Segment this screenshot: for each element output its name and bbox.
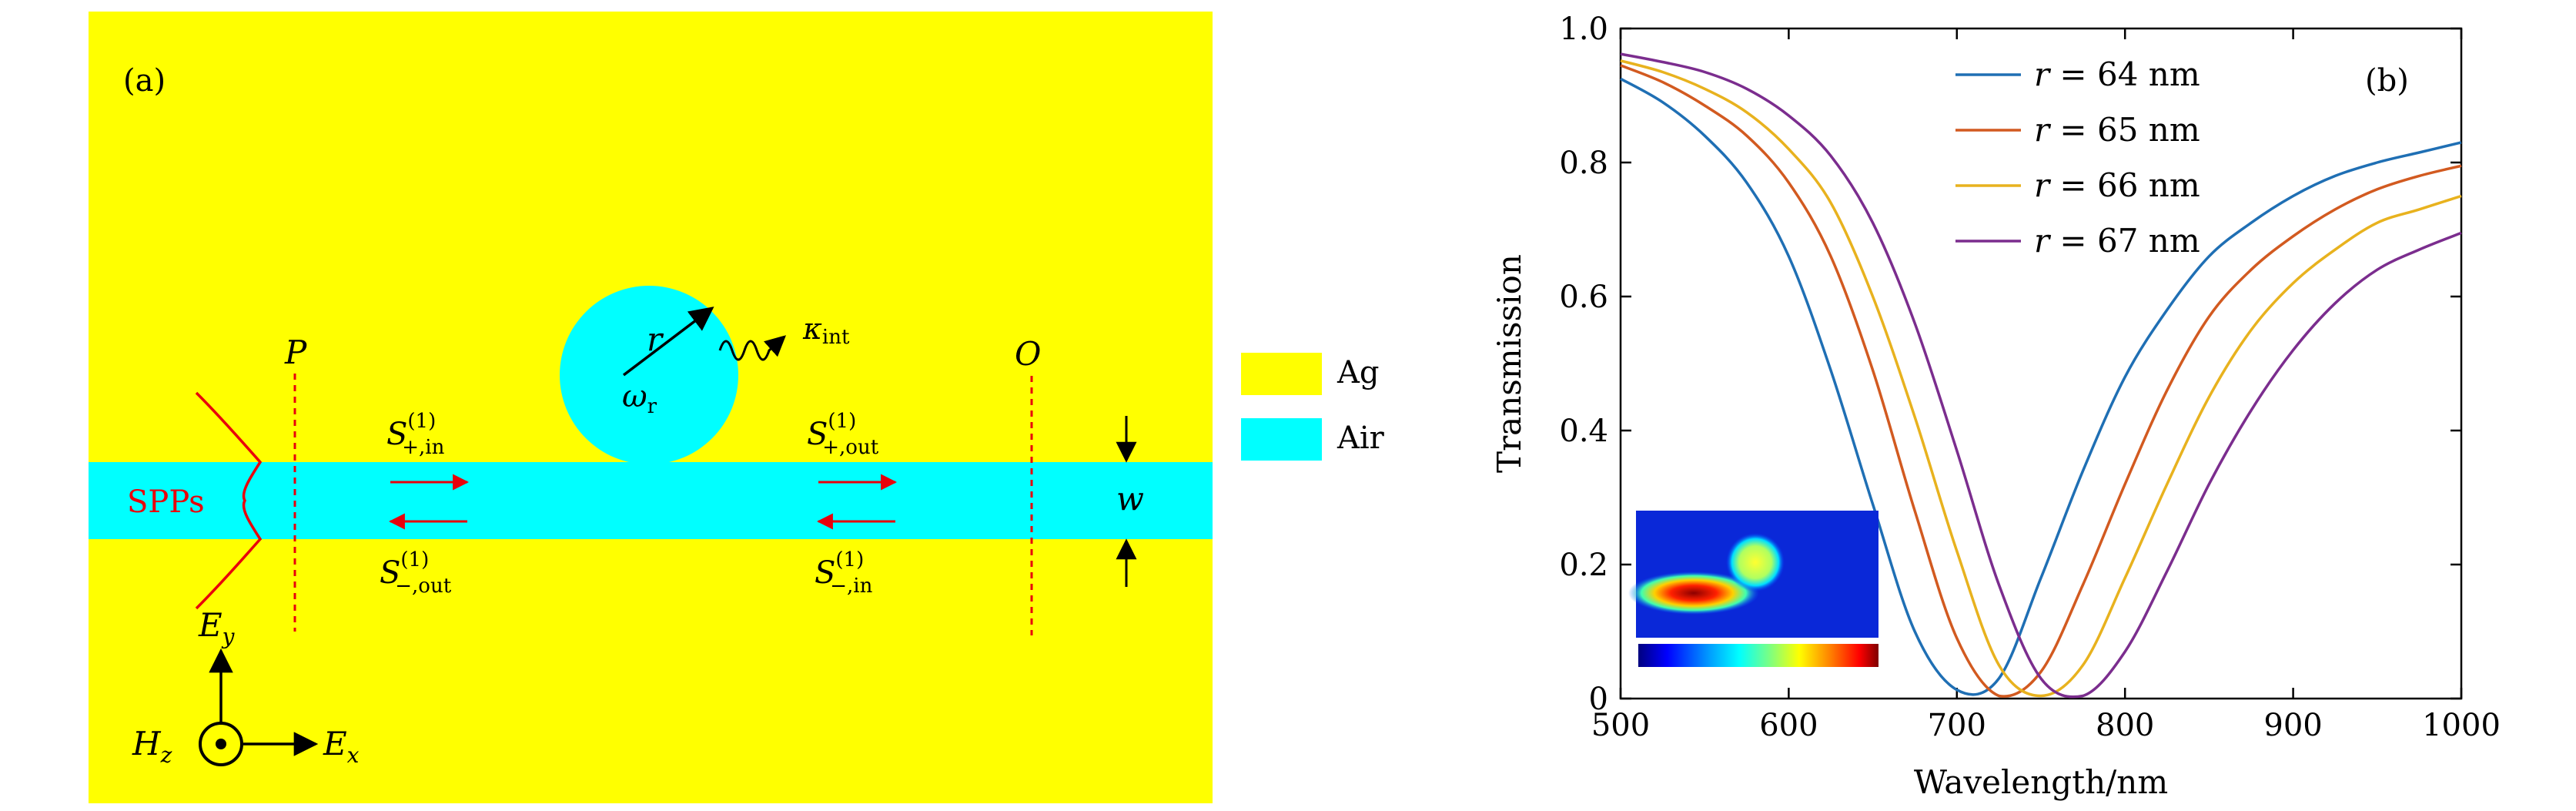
kappa-label: κint (802, 312, 850, 349)
series-line-3 (1620, 59, 2462, 698)
inset-hotspot (1628, 571, 1759, 615)
x-tick-label: 900 (2263, 708, 2322, 743)
legend-label-4: r = 67 nm (2034, 222, 2200, 260)
x-tick-label: 500 (1591, 708, 1650, 743)
x-tick-label: 700 (1928, 708, 1986, 743)
air-waveguide (89, 462, 1213, 539)
x-tick-label: 800 (2096, 708, 2154, 743)
legend-air-label: Air (1337, 421, 1385, 456)
panel-b-label: (b) (2365, 63, 2409, 99)
inset-field-map (1628, 511, 1878, 667)
plot-frame (1619, 27, 2463, 700)
x-tick-label: 1000 (2422, 708, 2501, 743)
series-line-2 (1620, 64, 2462, 698)
legend-ag-label: Ag (1337, 355, 1380, 390)
ring-resonator (560, 286, 738, 464)
label-s-plus-out: S(1) +,out (807, 410, 879, 459)
legend-label-2: r = 65 nm (2034, 111, 2200, 149)
panel-a: (a) r ωr κint P O SPPs S(1) +,in S(1) −,ou… (89, 12, 1385, 803)
y-tick-label: 0.6 (1559, 280, 1608, 315)
legend-ag-swatch (1241, 353, 1322, 395)
x-tick-label: 600 (1759, 708, 1818, 743)
y-tick-label: 0.4 (1559, 414, 1608, 449)
width-label: w (1116, 480, 1144, 518)
label-s-plus-in: S(1) +,in (386, 410, 445, 459)
legend: r = 64 nm r = 65 nm r = 66 nm r = 67 nm (1955, 55, 2200, 260)
y-tick-label: 0 (1589, 682, 1608, 717)
legend-label-1: r = 64 nm (2034, 55, 2200, 93)
inset-colorbar (1638, 644, 1878, 667)
inset-resonator-field (1726, 533, 1785, 591)
legend-label-3: r = 66 nm (2034, 166, 2200, 204)
x-axis: 500 600 700 800 900 1000 (1591, 28, 2501, 743)
spps-label: SPPs (127, 484, 205, 520)
omega-label: ωr (622, 379, 657, 418)
y-tick-label: 0.2 (1559, 548, 1608, 583)
series-line-1 (1620, 77, 2462, 696)
spp-mode-profile (195, 391, 263, 610)
hz-dot (216, 739, 226, 749)
panel-b: 500 600 700 800 900 1000 0 0.2 0.4 0.6 0.8 1.0 Wav… (1490, 12, 2501, 801)
loss-wave-arrow (718, 335, 787, 361)
series-line-4 (1620, 52, 2462, 699)
y-tick-label: 0.8 (1559, 146, 1608, 181)
hz-out-of-plane-icon (199, 722, 243, 766)
panel-a-label: (a) (123, 63, 166, 99)
y-tick-label: 1.0 (1559, 12, 1608, 47)
label-s-minus-in: S(1) −,in (815, 548, 873, 598)
radius-label: r (647, 320, 664, 358)
ex-label: Ex (323, 725, 360, 768)
ey-label: Ey (198, 606, 236, 649)
series-lines (1620, 52, 2462, 699)
radius-arrow (622, 307, 714, 377)
y-axis-label: Transmission (1490, 254, 1528, 473)
x-axis-label: Wavelength/nm (1914, 763, 2168, 801)
hz-label: Hz (132, 725, 172, 768)
legend-air-swatch (1241, 418, 1322, 461)
plane-o-label: O (1015, 335, 1041, 373)
plane-p-label: P (284, 333, 307, 371)
y-axis: 0 0.2 0.4 0.6 0.8 1.0 (1559, 12, 2461, 717)
label-s-minus-out: S(1) −,out (380, 548, 452, 598)
